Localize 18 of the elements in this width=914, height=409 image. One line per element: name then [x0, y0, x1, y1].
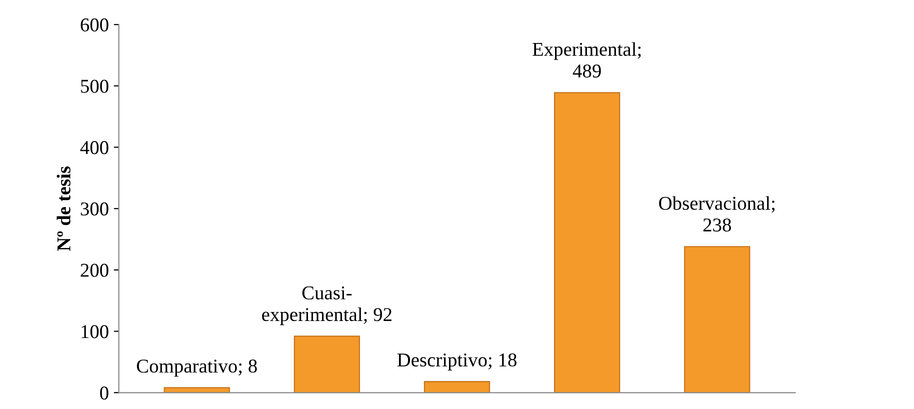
data-label: Descriptivo; 18: [397, 353, 516, 370]
data-label: Experimental; 489: [532, 42, 641, 78]
data-label: Cuasi- experimental; 92: [262, 286, 392, 326]
data-label: Observacional; 238: [659, 196, 774, 232]
bar: [294, 336, 360, 393]
y-tick-label: 300: [80, 202, 108, 216]
y-tick-label: 200: [80, 264, 108, 277]
y-axis-title: Nº de tesis: [56, 166, 70, 251]
data-label: Comparativo; 8: [136, 360, 257, 377]
bar: [684, 246, 750, 393]
bar: [164, 387, 230, 393]
bar: [554, 92, 620, 393]
y-tick-label: 100: [82, 325, 108, 338]
y-tick-label: 400: [80, 141, 108, 154]
y-tick-label: 500: [81, 80, 108, 93]
y-tick-label: 0: [100, 386, 108, 400]
bar: [424, 381, 490, 393]
y-tick-label: 600: [80, 18, 108, 32]
